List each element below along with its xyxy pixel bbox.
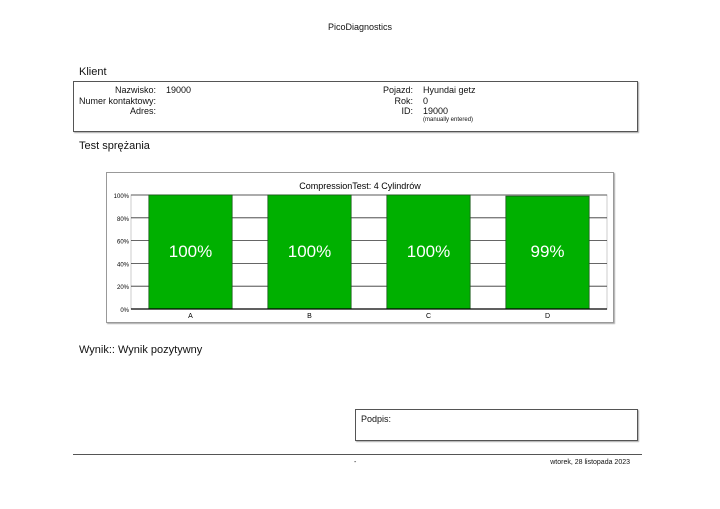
footer-divider (73, 454, 642, 455)
result-text: Wynik:: Wynik pozytywny (79, 344, 203, 356)
client-heading: Klient (79, 66, 107, 78)
bar-C (386, 194, 471, 310)
address-label: Adres: (129, 106, 156, 116)
footer-date: wtorek, 28 listopada 2023 (550, 459, 630, 466)
year-label: Rok: (394, 96, 413, 106)
data-label: 100% (288, 242, 331, 261)
signature-box: Podpis: (355, 409, 638, 441)
test-heading: Test sprężania (79, 140, 150, 152)
y-tick-label: 60% (117, 240, 130, 246)
y-tick-label: 80% (117, 217, 130, 223)
data-label: 100% (169, 242, 212, 261)
id-note: (manually entered) (423, 117, 474, 123)
x-tick-label: B (307, 313, 312, 320)
data-label: 99% (530, 242, 564, 261)
y-tick-label: 0% (120, 308, 129, 314)
bar-A (148, 194, 233, 310)
y-tick-label: 100% (114, 194, 130, 200)
contact-label: Numer kontaktowy: (78, 96, 156, 106)
y-tick-label: 20% (117, 285, 130, 291)
vehicle-label: Pojazd: (382, 85, 413, 95)
y-tick-label: 40% (117, 262, 130, 268)
client-info-box: Nazwisko: 19000 Numer kontaktowy: Adres:… (73, 81, 638, 132)
id-label: ID: (401, 106, 413, 116)
year-value: 0 (423, 96, 429, 106)
compression-chart: CompressionTest: 4 Cylindrów 0% 20% 40% 60%… (114, 181, 608, 320)
x-tick-label: C (426, 313, 431, 320)
chart-title: CompressionTest: 4 Cylindrów (299, 181, 421, 191)
id-value: 19000 (423, 106, 449, 116)
name-label: Nazwisko: (114, 85, 156, 95)
x-tick-label: A (188, 313, 193, 320)
bar-B (267, 194, 352, 310)
vehicle-value: Hyundai getz (423, 85, 476, 95)
name-value: 19000 (166, 85, 192, 95)
footer-left: - (354, 459, 357, 466)
data-label: 100% (407, 242, 450, 261)
x-tick-label: D (545, 313, 550, 320)
report-title: PicoDiagnostics (327, 22, 393, 32)
bar-D (505, 195, 590, 310)
chart-frame: CompressionTest: 4 Cylindrów 0% 20% 40% 60%… (106, 172, 614, 323)
signature-label: Podpis: (361, 414, 392, 424)
